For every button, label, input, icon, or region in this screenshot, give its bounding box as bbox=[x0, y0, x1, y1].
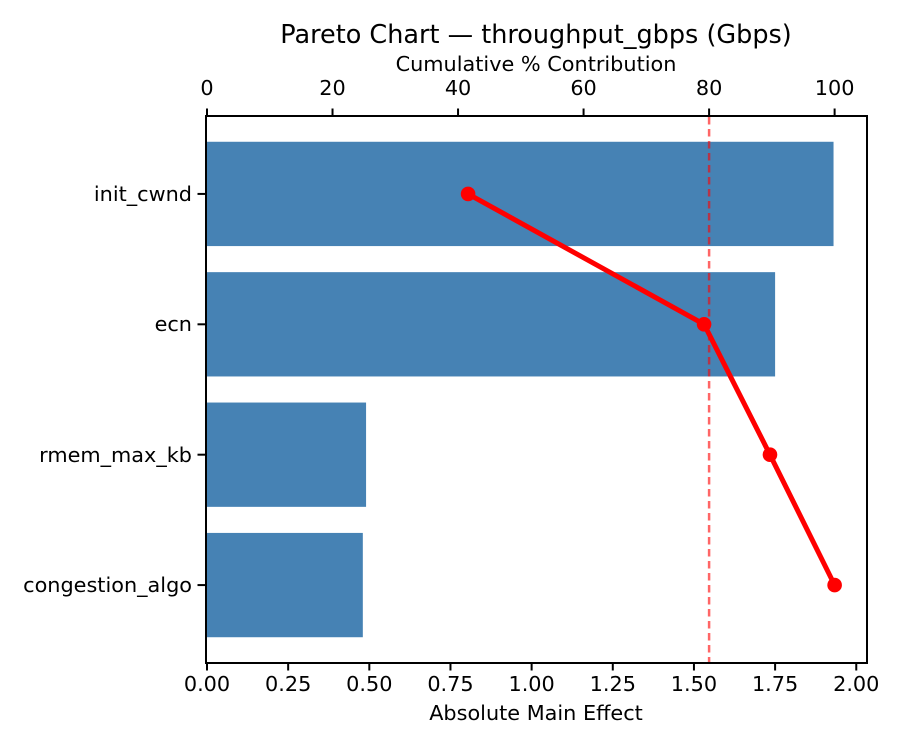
bottom-tick-label-0.25: 0.25 bbox=[265, 672, 312, 696]
plot-border bbox=[205, 115, 868, 664]
bottom-tick-label-1.25: 1.25 bbox=[589, 672, 636, 696]
bottom-tick-label-0.00: 0.00 bbox=[183, 672, 231, 696]
bottom-tick-label-1.75: 1.75 bbox=[751, 672, 799, 696]
cumulative-point-ecn bbox=[696, 317, 712, 332]
category-label-congestion_algo: congestion_algo bbox=[23, 573, 192, 598]
bottom-tick-label-2.00: 2.00 bbox=[833, 672, 880, 696]
bottom-tick-label-0.75: 0.75 bbox=[427, 672, 474, 696]
cumulative-point-rmem_max_kb bbox=[762, 447, 778, 462]
bottom-tick-label-1.50: 1.50 bbox=[670, 672, 718, 696]
bar-rmem_max_kb bbox=[207, 402, 367, 507]
top-tick-label-80: 80 bbox=[695, 76, 723, 100]
cumulative-line bbox=[466, 191, 837, 587]
bottom-tick-label-1.00: 1.00 bbox=[508, 672, 555, 696]
cumulative-point-congestion_algo bbox=[827, 577, 842, 593]
bar-congestion_algo bbox=[207, 532, 363, 638]
chart-title: Pareto Chart — throughput_gbps (Gbps) bbox=[280, 20, 792, 50]
bar-init_cwnd bbox=[207, 141, 834, 247]
category-label-ecn: ecn bbox=[154, 312, 192, 337]
top-tick-label-40: 40 bbox=[444, 76, 472, 100]
top-tick-label-100: 100 bbox=[814, 76, 855, 100]
top-tick-label-20: 20 bbox=[319, 76, 346, 100]
bottom-axis-label: Absolute Main Effect bbox=[429, 701, 643, 725]
cumulative-point-init_cwnd bbox=[460, 186, 476, 202]
top-axis-label: Cumulative % Contribution bbox=[395, 52, 677, 76]
category-label-init_cwnd: init_cwnd bbox=[93, 181, 192, 206]
top-tick-label-0: 0 bbox=[200, 76, 214, 100]
category-label-rmem_max_kb: rmem_max_kb bbox=[39, 442, 192, 467]
bar-ecn bbox=[207, 272, 776, 377]
top-tick-label-60: 60 bbox=[570, 76, 597, 100]
bottom-tick-label-0.50: 0.50 bbox=[346, 672, 393, 696]
